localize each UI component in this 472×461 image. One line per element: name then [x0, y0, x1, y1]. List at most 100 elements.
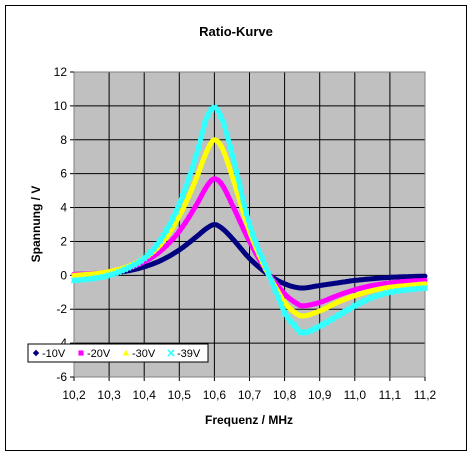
legend-label: -10V	[42, 348, 66, 360]
series-point	[332, 313, 339, 321]
series-point	[396, 274, 403, 280]
series-point	[221, 227, 227, 233]
series-point	[351, 302, 358, 309]
series-point	[343, 290, 348, 295]
series-point	[416, 273, 422, 279]
series-point	[301, 303, 306, 308]
series-point	[170, 224, 176, 230]
series-point	[314, 301, 319, 306]
series-point	[304, 285, 310, 291]
series-point	[225, 191, 230, 197]
series-point	[333, 294, 338, 299]
series-point	[391, 280, 396, 285]
series-point	[282, 281, 288, 287]
series-point	[192, 235, 198, 241]
series-point	[199, 229, 205, 235]
series-point	[387, 280, 392, 286]
series-point	[313, 324, 320, 331]
legend-item: -20V	[78, 348, 111, 360]
series-point	[400, 274, 406, 280]
series-point	[148, 256, 153, 261]
series-point	[186, 240, 192, 246]
series-point	[192, 155, 199, 162]
series-point	[323, 281, 329, 288]
series-point	[422, 273, 428, 279]
y-tick-label: 8	[60, 133, 67, 147]
series-point	[246, 221, 253, 228]
series-point	[281, 309, 288, 316]
series-point	[227, 144, 234, 151]
series-point	[320, 282, 326, 288]
series-point	[384, 281, 389, 286]
series-point	[294, 311, 300, 317]
series-point	[160, 232, 167, 239]
series-point	[161, 246, 166, 251]
series-point	[307, 284, 313, 290]
series-point	[275, 294, 282, 301]
series-point	[233, 169, 240, 176]
series-point	[255, 247, 263, 255]
legend-label: -20V	[87, 348, 111, 360]
series-point	[214, 106, 221, 114]
series-point	[413, 278, 418, 283]
series-point	[259, 267, 265, 273]
series-point	[375, 282, 380, 287]
series-point	[319, 321, 327, 328]
series-point	[310, 326, 317, 333]
series-point	[352, 287, 357, 292]
series-point	[183, 242, 189, 248]
x-tick-label: 10,7	[238, 388, 262, 402]
series-point	[243, 209, 250, 217]
series-point	[384, 274, 390, 281]
series-point	[349, 278, 355, 284]
series-point	[365, 284, 370, 289]
series-point	[176, 201, 183, 208]
y-tick-label: 0	[60, 268, 67, 282]
series--39V-line	[70, 104, 429, 337]
series-point	[311, 302, 316, 307]
series-point	[276, 284, 281, 289]
series-point	[163, 227, 170, 234]
series-point	[186, 215, 191, 220]
series-point	[237, 219, 243, 224]
y-tick-label: 4	[60, 201, 67, 215]
series-point	[202, 227, 208, 233]
series-point	[282, 291, 287, 297]
series-point	[141, 264, 147, 270]
series-point	[223, 132, 231, 139]
series-point	[361, 297, 368, 305]
series-point	[230, 177, 237, 183]
series-point	[189, 185, 195, 191]
series-point	[327, 296, 332, 301]
series-point	[317, 282, 323, 289]
series-point	[224, 230, 230, 236]
series-point	[250, 245, 255, 250]
series-point	[212, 176, 217, 181]
series-point	[166, 221, 173, 228]
series-point	[204, 111, 212, 118]
series-point	[224, 158, 230, 163]
legend-item: -30V	[122, 348, 156, 360]
series-point	[329, 281, 336, 287]
series-point	[153, 241, 161, 249]
series-point	[252, 239, 260, 247]
series-point	[268, 278, 276, 286]
series-point	[198, 132, 205, 139]
legend: -10V -20V -30V -39V	[27, 343, 209, 363]
series-point	[338, 310, 346, 317]
series-point	[145, 257, 150, 263]
series-point	[250, 258, 256, 265]
x-tick-label: 10,8	[273, 388, 297, 402]
series-point	[358, 277, 364, 283]
series-point	[320, 306, 326, 312]
series-point	[349, 288, 354, 293]
series-point	[371, 283, 377, 288]
series-point	[227, 167, 233, 173]
series-point	[381, 281, 386, 286]
series-point	[179, 192, 186, 200]
series-point	[397, 279, 402, 285]
series-point	[214, 222, 221, 228]
series-point	[193, 204, 198, 209]
series-point	[195, 144, 202, 151]
